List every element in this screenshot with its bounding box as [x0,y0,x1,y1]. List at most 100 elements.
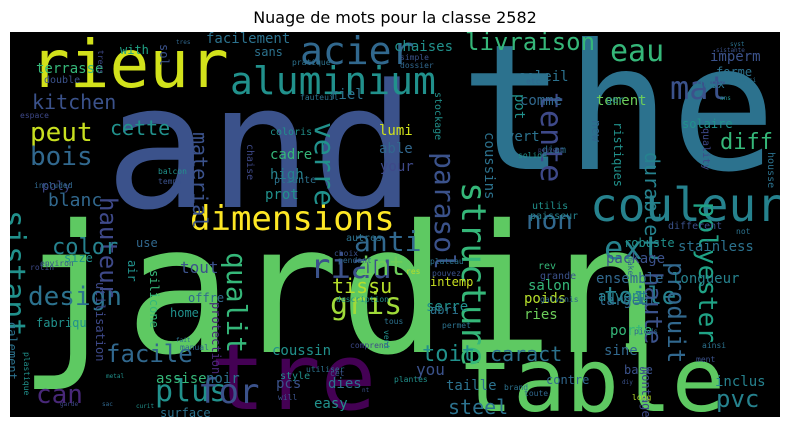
cloud-word-steel: steel [448,395,509,417]
cloud-word-protection: protection [209,302,223,375]
cloud-word-curit: curit [136,403,155,410]
cloud-word-sans: sans [254,45,283,59]
cloud-word-blanc: blanc [48,190,103,211]
cloud-word-offre: offre [188,291,225,305]
cloud-word-facile: facile [106,340,193,368]
cloud-word-permet: permet [442,321,471,330]
cloud-word-dies: dies [328,376,362,392]
cloud-word-largeur: largeur [598,293,658,309]
cloud-word-durable: durable [640,152,664,237]
cloud-word-ans: ans [720,95,731,102]
cloud-word-rotin: rotin [30,263,55,272]
cloud-word-plus: plus [155,374,228,409]
cloud-word-ries: ries [524,307,558,323]
cloud-word-with: with [120,43,149,57]
cloud-word-air: air [125,260,139,282]
cloud-word-simple: simple [400,53,429,62]
cloud-word-solaire: solaire [682,117,733,131]
cloud-word-tous: tous [384,317,404,326]
cloud-word-aluminium: aluminium [230,59,436,103]
cloud-word-coussins: coussins [481,132,497,200]
cloud-word-comme: comme [520,93,563,109]
cloud-word-contre: contre [546,373,590,387]
cloud-word-cette: cette [110,116,171,140]
cloud-word-poids: poids [524,291,567,307]
cloud-word-deux: deux [696,77,725,91]
cloud-word-galement: galement [10,322,19,380]
cloud-word-new: new [589,120,603,142]
cloud-word-utiliser: utiliser [306,365,345,374]
cloud-word-taille: taille [446,378,497,394]
cloud-word-ainsi: ainsi [702,341,727,350]
cloud-word-int: int [358,252,405,282]
cloud-word-make: make [626,256,635,276]
cloud-word-forme: forme [716,65,753,79]
cloud-word-diam: diam [542,145,567,156]
cloud-word-garde: garde [60,401,79,408]
cloud-word-material: material [188,132,212,229]
cloud-word-tres: tres [176,39,191,46]
cloud-word-style: style [280,371,311,382]
cloud-word-acier: acier [300,32,415,73]
cloud-word-salon: salon [528,278,571,294]
cloud-word-intemp: intemp [430,275,474,289]
cloud-word-base: base [624,363,653,377]
cloud-word-pendant: pendant [338,256,372,265]
cloud-word-paisseur: paisseur [530,211,579,222]
cloud-word-ristiques: ristiques [611,122,625,188]
cloud-word-assise: assise [156,371,207,387]
cloud-word-manual: manual [180,343,209,352]
cloud-word-jardin: jardin [18,187,661,394]
cloud-word-chaise: chaise [244,144,255,181]
cloud-word-plastique: plastique [22,352,31,396]
cloud-word-comprend: comprend [350,341,389,350]
cloud-word-couleur: couleur [590,178,780,232]
cloud-word-qualit: qualit [220,252,253,354]
cloud-word-housse: housse [765,152,776,189]
cloud-word-ment: ment [696,355,716,364]
cloud-word-pieds: pieds [634,327,659,336]
cloud-word-nt: nt [362,387,370,394]
cloud-word-galvanis: galvanis [540,295,579,304]
cloud-word-prot: prot [265,187,299,203]
cloud-word-autres: autres [346,233,383,244]
cloud-word-ensemble: ensemble [596,271,664,287]
cloud-word-vent: vent [382,330,391,350]
cloud-word-utilis: utilis [532,201,569,212]
cloud-word-solide: solide [518,151,547,160]
cloud-word-gris: gris [330,287,403,322]
cloud-word-quality: quality [700,128,711,171]
cloud-word-the: the [460,32,777,211]
cloud-word-ext: ext [604,229,662,267]
cloud-word-table: table [460,329,725,418]
cloud-word-espace: espace [20,111,49,120]
cloud-word-auvent: auvent [598,289,649,305]
cloud-word-use: use [136,236,158,250]
cloud-word-rieur: rieur [30,32,229,103]
cloud-word-brand: brand [504,383,529,392]
cloud-word-noir: noir [206,371,240,387]
cloud-word-toit: toit [422,342,475,367]
cloud-word-chaises: chaises [394,39,454,55]
cloud-word-vert: vert [506,129,540,145]
cloud-word-utilisation: utilisation [93,282,107,362]
cloud-word-riau: riau [310,247,392,287]
cloud-word-design: design [28,282,122,312]
cloud-word-environ: environ [40,259,74,268]
cloud-word-package: package [606,251,666,267]
cloud-word-cadre: cadre [270,147,313,163]
cloud-word-syst: syst [730,41,745,48]
cloud-word-porte: porte [610,323,653,339]
cloud-word-tout: tout [180,258,219,277]
cloud-word-diff: diff [720,130,773,155]
cloud-word-sistant: sistant [10,210,31,337]
cloud-word-facilement: facilement [206,32,291,47]
chart-title: Nuage de mots pour la classe 2582 [253,8,537,27]
cloud-word-pliante: pliante [274,175,317,186]
cloud-word-description: description [336,295,389,304]
cloud-word-not: not [736,227,751,236]
cloud-word-soleil: soleil [518,69,569,85]
cloud-word-pot: pot [511,94,527,120]
cloud-word-toile: toile [604,282,677,310]
cloud-word-will: will [278,393,298,402]
